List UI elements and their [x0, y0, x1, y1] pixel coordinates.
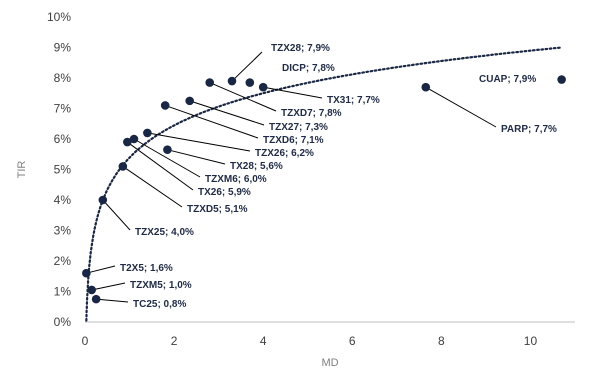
data-point	[82, 268, 91, 278]
data-label: TZX27; 7,3%	[269, 122, 328, 133]
leader-line	[91, 282, 126, 291]
data-points	[82, 75, 566, 304]
x-tick-label: 8	[438, 334, 445, 348]
y-tick-label: 1%	[54, 285, 72, 299]
data-point	[205, 78, 215, 87]
leader-line	[425, 86, 497, 128]
y-axis-title: TIR	[16, 161, 28, 179]
data-point	[160, 101, 170, 110]
y-tick-label: 8%	[54, 71, 72, 85]
data-label: DICP; 7,8%	[282, 63, 335, 74]
y-tick-label: 0%	[54, 315, 72, 329]
x-tick-label: 6	[349, 334, 356, 348]
data-label: TZXD6; 7,1%	[263, 135, 324, 146]
leader-line	[231, 51, 263, 82]
data-point	[258, 82, 268, 92]
leader-line	[133, 138, 201, 178]
data-label: TZX26; 6,2%	[255, 148, 314, 159]
leader-line	[165, 104, 259, 139]
leader-line	[209, 82, 277, 112]
y-tick-label: 2%	[54, 254, 72, 268]
x-tick-label: 10	[524, 334, 538, 348]
data-label: TC25; 0,8%	[133, 299, 186, 310]
y-axis-ticks: 0% 1% 2% 3% 4% 5% 6% 7% 8% 9% 10%	[47, 10, 71, 329]
data-point	[118, 162, 128, 171]
x-axis-ticks: 0 2 4 6 8 10	[82, 334, 538, 348]
data-point	[185, 96, 194, 106]
leader-line	[122, 166, 183, 208]
leader-lines	[86, 51, 497, 303]
y-tick-label: 4%	[54, 193, 72, 207]
leader-line	[147, 132, 251, 152]
data-point	[91, 294, 101, 304]
data-label: TZX25; 4,0%	[135, 227, 194, 238]
y-tick-label: 9%	[54, 41, 72, 55]
leader-line	[102, 199, 131, 231]
x-axis-title: MD	[321, 357, 338, 369]
data-label: CUAP; 7,9%	[479, 74, 536, 85]
y-tick-label: 5%	[54, 163, 72, 177]
data-point	[98, 195, 108, 205]
leader-line	[263, 86, 323, 99]
data-point	[245, 78, 255, 87]
data-point	[143, 128, 152, 138]
x-tick-label: 2	[171, 334, 178, 348]
y-tick-label: 3%	[54, 224, 72, 238]
y-tick-label: 7%	[54, 102, 72, 116]
leader-line	[127, 141, 194, 191]
data-label: TX26; 5,9%	[198, 187, 251, 198]
data-point	[557, 75, 566, 84]
leader-line	[189, 100, 265, 126]
leader-line	[167, 149, 226, 165]
leader-line	[86, 265, 116, 274]
data-label: TZXM6; 6,0%	[205, 174, 267, 185]
data-labels: TZX28; 7,9% DICP; 7,8% TX31; 7,7% TZXD7; 7,…	[120, 43, 557, 310]
data-label: TX31; 7,7%	[327, 95, 380, 106]
y-tick-label: 10%	[47, 10, 71, 24]
data-point	[123, 137, 132, 147]
data-label: PARP; 7,7%	[501, 124, 557, 135]
x-tick-label: 0	[82, 334, 89, 348]
trendline	[85, 46, 563, 322]
data-label: TZXD7; 7,8%	[281, 108, 342, 119]
data-point	[87, 285, 96, 295]
data-point	[227, 76, 237, 86]
data-point	[129, 134, 139, 144]
data-label: TZXM5; 1,0%	[130, 280, 192, 291]
data-label: TZX28; 7,9%	[271, 43, 330, 54]
data-label: TX28; 5,6%	[230, 161, 283, 172]
data-label: TZXD5; 5,1%	[187, 204, 248, 215]
x-tick-label: 4	[260, 334, 267, 348]
data-label: T2X5; 1,6%	[120, 263, 173, 274]
y-tick-label: 6%	[54, 132, 72, 146]
data-point	[163, 145, 172, 154]
data-point	[421, 82, 431, 92]
leader-line	[96, 298, 129, 303]
